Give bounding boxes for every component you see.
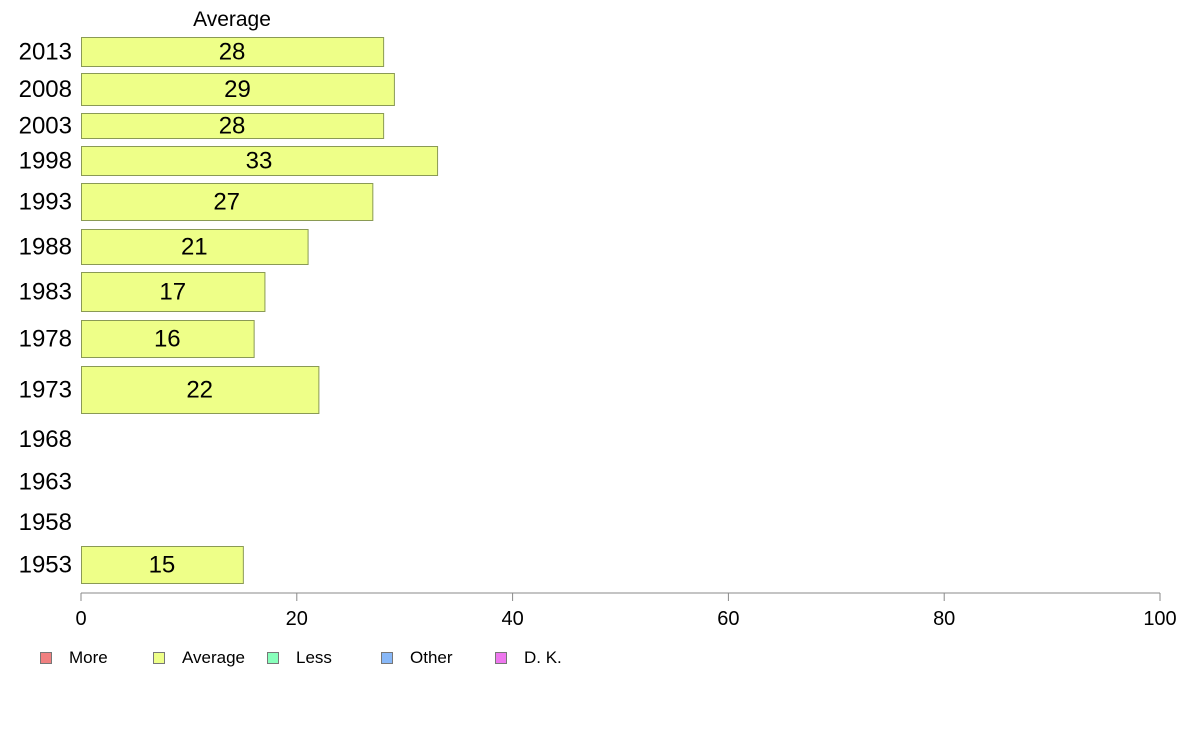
bar-value-label: 29 [224, 76, 251, 103]
bar-value-label: 33 [246, 148, 273, 175]
bar-value-label: 28 [219, 39, 246, 66]
x-axis-ticks: 0 20 40 60 80 100 [75, 593, 1177, 630]
bar [81, 183, 374, 221]
bar-value-label: 22 [186, 377, 213, 404]
bar [81, 320, 255, 358]
y-tick-label: 1953 [19, 552, 72, 579]
bar [81, 546, 244, 584]
x-tick-label: 80 [933, 608, 955, 630]
legend-item: Average [153, 648, 245, 668]
y-tick-label: 1988 [19, 234, 72, 261]
legend-swatch [267, 652, 279, 664]
legend-swatch [40, 652, 52, 664]
series-label: Average [193, 8, 271, 31]
legend-swatch [153, 652, 165, 664]
legend-item: Less [267, 648, 332, 668]
bar [81, 229, 309, 265]
x-tick-label: 60 [717, 608, 739, 630]
y-tick-label: 1983 [19, 279, 72, 306]
y-tick-label: 1963 [19, 469, 72, 496]
y-tick-label: 1978 [19, 326, 72, 353]
legend-label: More [69, 648, 108, 667]
bar-value-label: 21 [181, 234, 208, 261]
x-tick-label: 0 [75, 608, 86, 630]
bar-value-label: 28 [219, 113, 246, 140]
bar [81, 146, 439, 176]
y-tick-label: 1958 [19, 509, 72, 536]
legend-label: D. K. [524, 648, 562, 667]
x-tick-label: 40 [501, 608, 523, 630]
legend-item: D. K. [495, 648, 562, 668]
bar-value-label: 17 [159, 279, 186, 306]
legend-label: Other [410, 648, 453, 667]
y-tick-label: 1998 [19, 148, 72, 175]
bar [81, 37, 385, 67]
bar-value-label: 15 [149, 552, 176, 579]
y-tick-label: 2013 [19, 39, 72, 66]
bar-value-label: 27 [213, 189, 240, 216]
bar [81, 272, 266, 312]
legend-label: Average [182, 648, 246, 667]
y-tick-label: 2008 [19, 76, 72, 103]
x-tick-label: 20 [286, 608, 308, 630]
legend-swatch [495, 652, 507, 664]
bar [81, 73, 395, 106]
x-tick-label: 100 [1143, 608, 1176, 630]
legend-label: Less [296, 648, 332, 667]
bar [81, 366, 320, 414]
bar [81, 113, 385, 139]
y-axis-labels: 2013 2008 2003 1998 1993 1988 1983 1978 1973 1968… [19, 39, 72, 579]
y-tick-label: 1993 [19, 189, 72, 216]
y-tick-label: 2003 [19, 113, 72, 140]
bar-value-label: 16 [154, 326, 181, 353]
legend-item: More [40, 648, 108, 668]
legend-item: Other [381, 648, 453, 668]
legend-swatch [381, 652, 393, 664]
y-tick-label: 1973 [19, 377, 72, 404]
y-tick-label: 1968 [19, 426, 72, 453]
